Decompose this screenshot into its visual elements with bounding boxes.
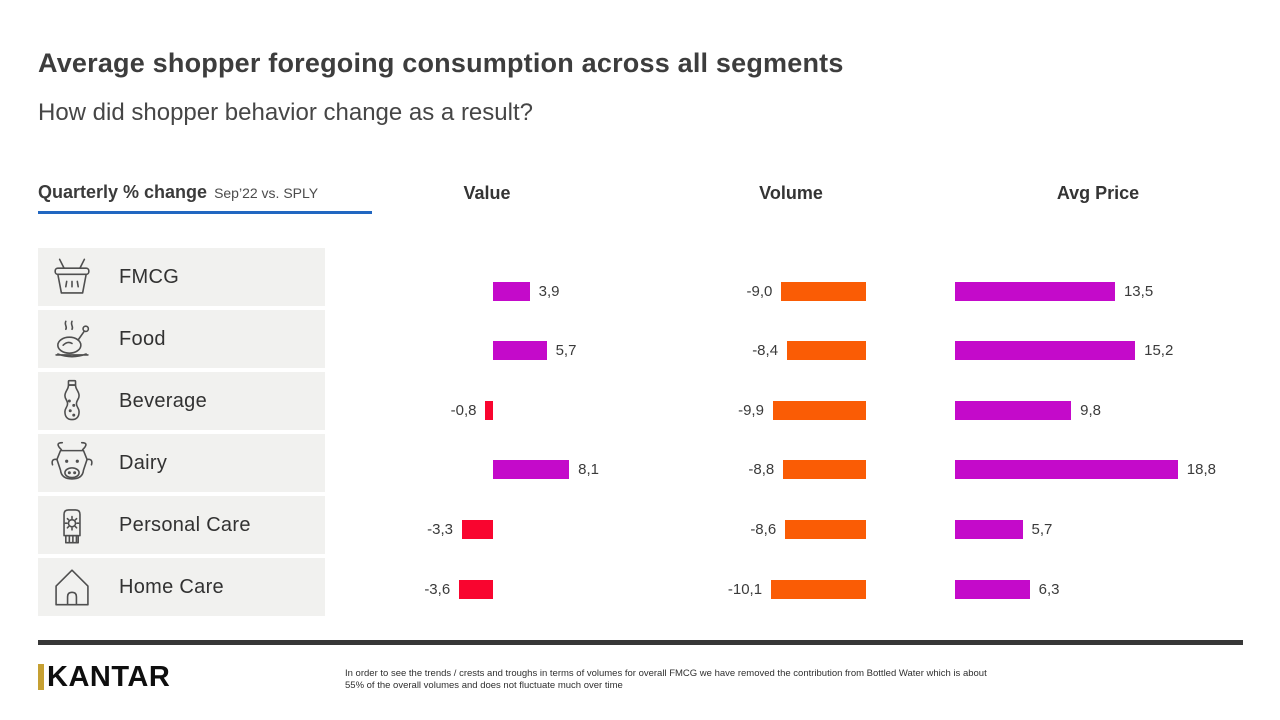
roast-chicken-icon xyxy=(46,313,98,365)
bar-value-fmcg xyxy=(493,281,530,301)
bar-avg-price-dairy xyxy=(955,460,1178,480)
category-label: Home Care xyxy=(119,575,224,598)
category-row-fmcg: FMCG xyxy=(38,248,325,306)
category-label: Beverage xyxy=(119,389,208,412)
footnote: In order to see the trends / crests and … xyxy=(345,668,1135,691)
kantar-logo: KANTAR xyxy=(38,661,171,693)
bar-label-avg-price-fmcg: 13,5 xyxy=(1123,282,1154,300)
bar-label-avg-price-food: 15,2 xyxy=(1144,342,1174,360)
house-icon xyxy=(46,561,98,613)
bar-label-value-home-care: -3,6 xyxy=(424,580,451,598)
bar-label-volume-home-care: -10,1 xyxy=(727,580,763,598)
page-title: Average shopper foregoing consumption ac… xyxy=(38,48,844,78)
category-label: Dairy xyxy=(119,451,168,474)
bar-value-home-care xyxy=(459,579,493,599)
bar-label-value-personal-care: -3,3 xyxy=(427,520,453,538)
category-label: FMCG xyxy=(119,265,180,288)
bar-label-volume-dairy: -8,8 xyxy=(748,461,775,479)
category-label: Personal Care xyxy=(119,513,251,536)
bar-label-volume-fmcg: -9,0 xyxy=(746,282,773,300)
bar-avg-price-home-care xyxy=(955,579,1030,599)
bar-value-personal-care xyxy=(461,519,493,539)
bar-label-value-fmcg: 3,9 xyxy=(538,282,560,300)
bar-label-value-beverage: -0,8 xyxy=(450,401,477,419)
cow-icon xyxy=(46,437,98,489)
metric-label: Quarterly % change xyxy=(38,182,208,202)
bar-label-avg-price-personal-care: 5,7 xyxy=(1031,520,1053,538)
bar-avg-price-fmcg xyxy=(955,281,1115,301)
category-row-home-care: Home Care xyxy=(38,558,325,616)
bar-volume-food xyxy=(787,341,866,361)
bar-volume-beverage xyxy=(772,400,866,420)
bar-value-beverage xyxy=(485,400,493,420)
bar-volume-fmcg xyxy=(781,281,866,301)
footnote-line-1: In order to see the trends / crests and … xyxy=(345,668,987,679)
bar-volume-home-care xyxy=(771,579,866,599)
bar-value-food xyxy=(493,341,547,361)
footnote-line-2: 55% of the overall volumes and does not … xyxy=(345,679,623,691)
bar-label-value-food: 5,7 xyxy=(555,342,577,360)
bar-label-volume-personal-care: -8,6 xyxy=(750,520,777,538)
category-row-dairy: Dairy xyxy=(38,434,325,492)
category-row-food: Food xyxy=(38,310,325,368)
bar-label-avg-price-dairy: 18,8 xyxy=(1186,461,1216,479)
bar-value-dairy xyxy=(493,460,570,480)
bar-label-avg-price-beverage: 9,8 xyxy=(1080,401,1101,419)
soda-bottle-icon xyxy=(46,375,98,427)
column-header-avg-price: Avg Price xyxy=(1056,183,1140,203)
bar-avg-price-personal-care xyxy=(955,519,1023,539)
logo-text: KANTAR xyxy=(47,661,171,693)
metric-sublabel: Sep’22 vs. SPLY xyxy=(214,185,319,201)
category-label: Food xyxy=(119,327,166,350)
bar-avg-price-food xyxy=(955,341,1136,361)
basket-icon xyxy=(46,251,98,303)
logo-gold-bar-icon xyxy=(38,664,44,690)
metric-header: Quarterly % change Sep’22 vs. SPLY xyxy=(38,182,372,214)
category-row-beverage: Beverage xyxy=(38,372,325,430)
column-header-volume: Volume xyxy=(759,183,823,203)
category-row-personal-care: Personal Care xyxy=(38,496,325,554)
bar-avg-price-beverage xyxy=(955,400,1072,420)
bar-label-volume-beverage: -9,9 xyxy=(738,401,764,419)
footer-divider xyxy=(38,640,1243,645)
page-subtitle: How did shopper behavior change as a res… xyxy=(38,99,533,126)
bar-volume-personal-care xyxy=(785,519,866,539)
bar-label-volume-food: -8,4 xyxy=(752,342,779,360)
bar-label-avg-price-home-care: 6,3 xyxy=(1038,580,1060,598)
cream-tube-icon xyxy=(46,499,98,551)
column-header-value: Value xyxy=(463,183,511,203)
bar-label-value-dairy: 8,1 xyxy=(578,461,599,479)
bar-volume-dairy xyxy=(783,460,866,480)
